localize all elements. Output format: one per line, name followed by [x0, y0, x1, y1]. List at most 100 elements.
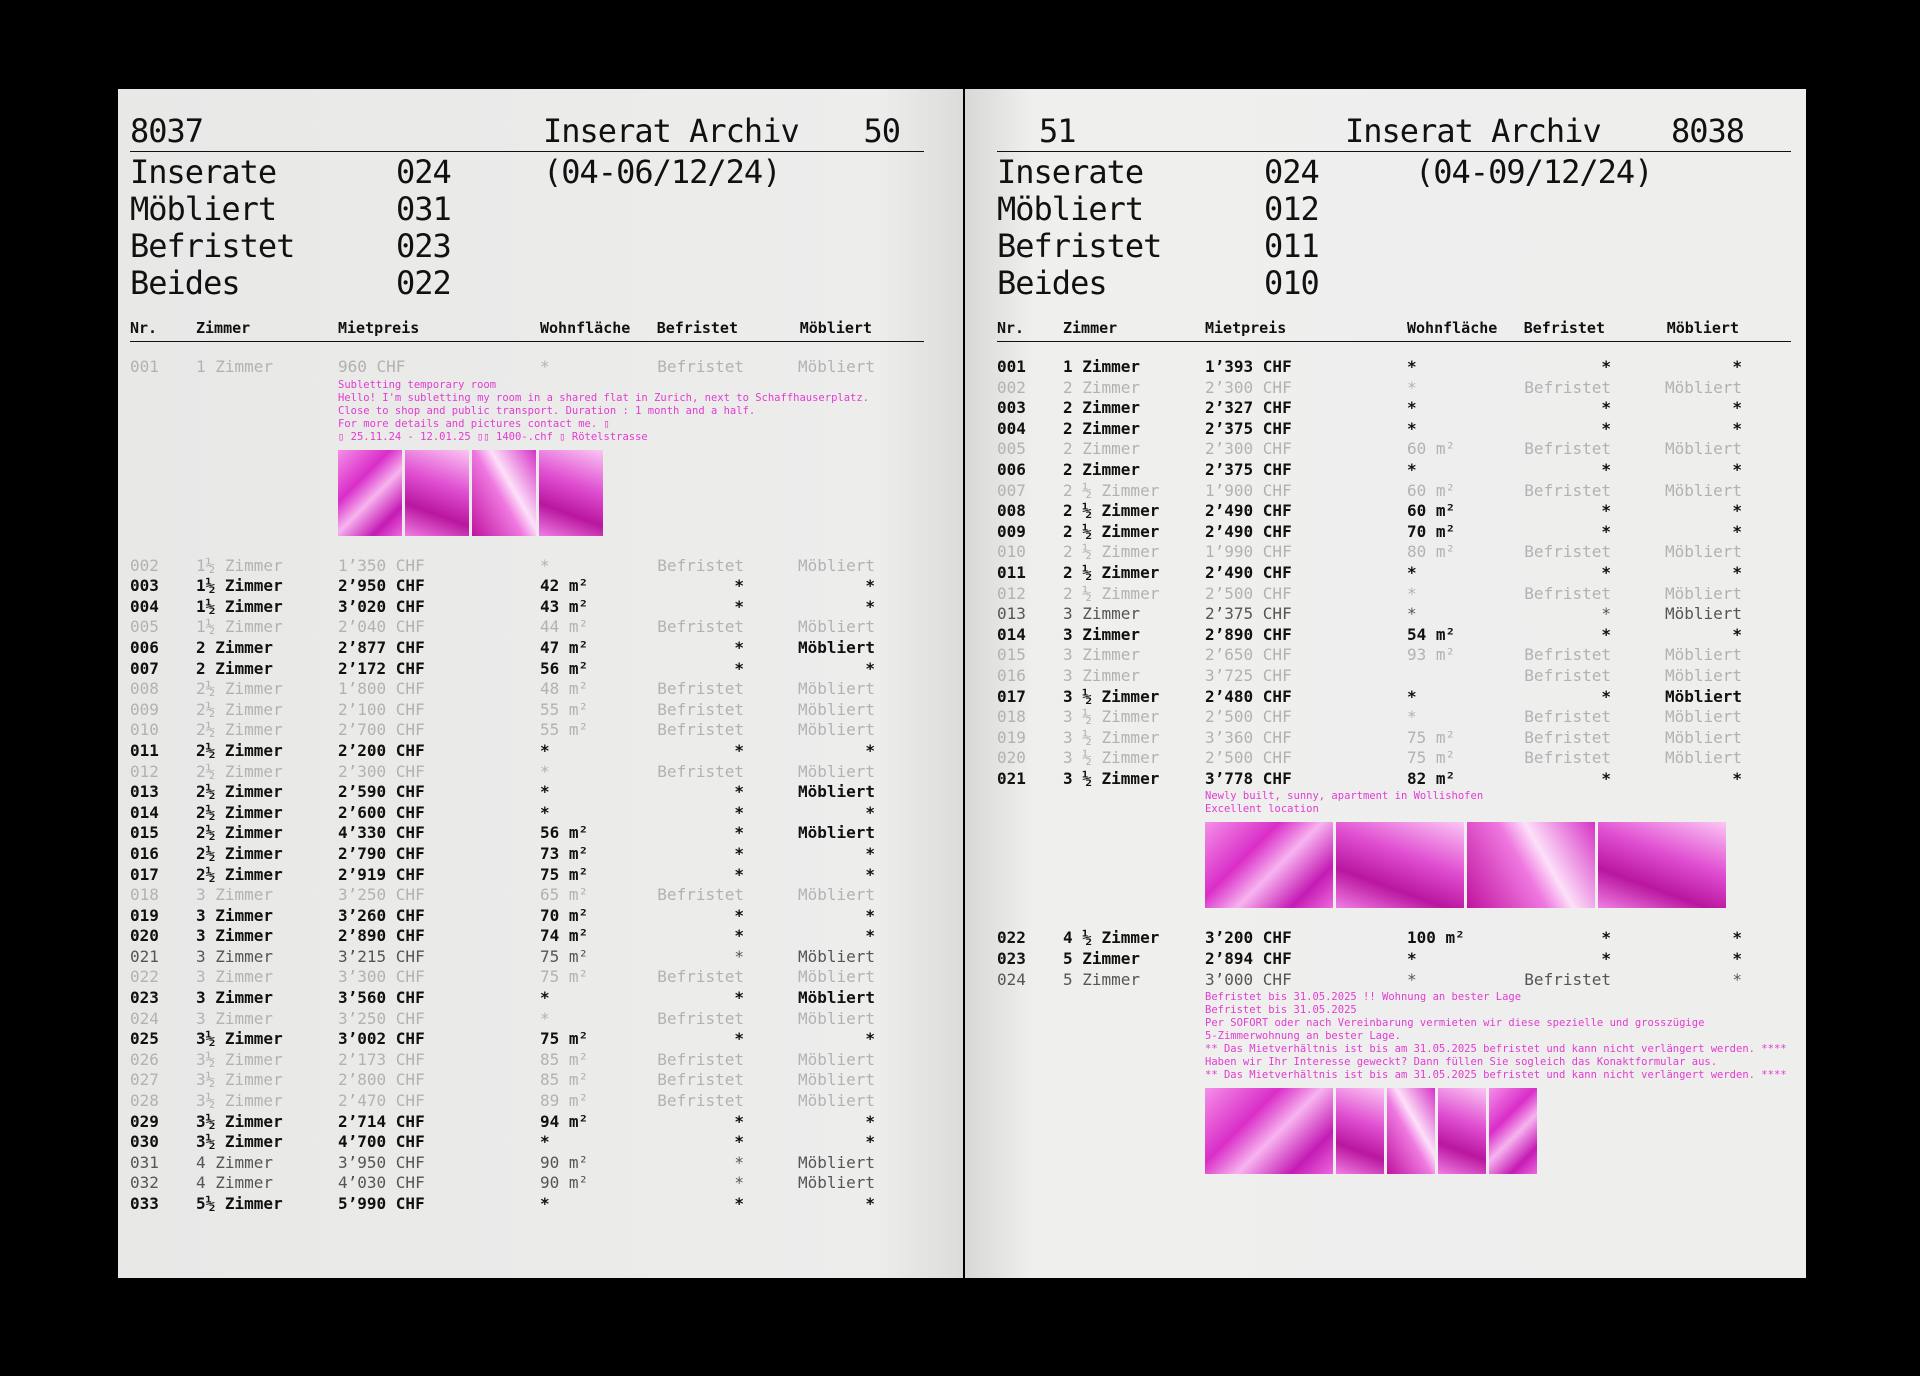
cell-area: *	[1407, 459, 1417, 479]
cell-nr: 011	[130, 740, 159, 760]
column-header: Befristet	[656, 319, 738, 337]
cell-area: *	[540, 802, 550, 822]
cell-furnished: *	[865, 596, 875, 616]
listing-row: 019 3 ½ Zimmer 3’360 CHF 75 m² Befristet Möbl…	[997, 728, 1791, 749]
note-line: ▯ 25.11.24 - 12.01.25 ▯▯ 1400-.chf ▯ Röt…	[338, 430, 648, 443]
cell-nr: 005	[130, 617, 159, 637]
cell-fixed: *	[1601, 398, 1611, 418]
cell-furnished: *	[865, 843, 875, 863]
cell-nr: 002	[997, 377, 1026, 397]
cell-nr: 028	[130, 1091, 159, 1111]
summary-label: Inserate	[997, 153, 1144, 191]
cell-area: 60 m²	[1407, 480, 1456, 500]
cell-rent: 2’200 CHF	[338, 740, 425, 760]
cell-nr: 016	[130, 843, 159, 863]
cell-rooms: 3 Zimmer	[196, 885, 274, 905]
cell-furnished: Möbliert	[797, 946, 875, 966]
cell-nr: 012	[130, 761, 159, 781]
listing-row: 008 2½ Zimmer 1’800 CHF 48 m² Befristet Möbli…	[130, 679, 924, 700]
cell-furnished: *	[865, 658, 875, 678]
cell-area: 75 m²	[540, 946, 589, 966]
cell-rent: 5’990 CHF	[338, 1194, 425, 1213]
cell-furnished: Möbliert	[1664, 542, 1742, 562]
listing-row: 006 2 Zimmer 2’877 CHF 47 m² * Möbliert	[130, 638, 924, 659]
cell-furnished: *	[865, 802, 875, 822]
cell-rooms: 4 Zimmer	[196, 1152, 274, 1172]
summary-value: 010	[1264, 264, 1320, 302]
cell-rooms: 3 Zimmer	[196, 1008, 274, 1028]
cell-nr: 019	[130, 905, 159, 925]
cell-rooms: 2 Zimmer	[1063, 439, 1141, 459]
cell-fixed: Befristet	[657, 885, 744, 905]
cell-rooms: 2½ Zimmer	[196, 843, 283, 863]
column-header: Möbliert	[1666, 319, 1739, 337]
cell-furnished: Möbliert	[1664, 727, 1742, 747]
cell-rent: 960 CHF	[338, 357, 406, 376]
cell-rent: 2’300 CHF	[1205, 439, 1292, 459]
cell-furnished: *	[865, 864, 875, 884]
listing-row: 018 3 ½ Zimmer 2’500 CHF * Befristet Möbliert	[997, 707, 1791, 728]
listing-row: 011 2 ½ Zimmer 2’490 CHF * * *	[997, 563, 1791, 584]
summary-value: 024	[396, 153, 452, 191]
cell-furnished: *	[1732, 521, 1742, 541]
cell-fixed: *	[1601, 686, 1611, 706]
cell-rooms: 1 Zimmer	[1063, 357, 1141, 376]
cell-furnished: *	[1732, 969, 1742, 989]
cell-fixed: *	[734, 905, 744, 925]
cell-rent: 3’360 CHF	[1205, 727, 1292, 747]
cell-rent: 2’650 CHF	[1205, 645, 1292, 665]
cell-fixed: Befristet	[1524, 727, 1611, 747]
cell-fixed: *	[734, 1152, 744, 1172]
listing-row: 001 1 Zimmer 960 CHF * Befristet Möbliert	[130, 357, 924, 378]
cell-area: *	[1407, 969, 1417, 989]
cell-rooms: 3 Zimmer	[196, 967, 274, 987]
summary-label: Beides	[997, 264, 1108, 302]
cell-area: 100 m²	[1407, 928, 1465, 948]
cell-area: 94 m²	[540, 1111, 589, 1131]
cell-rent: 3’200 CHF	[1205, 928, 1292, 948]
cell-rent: 1’350 CHF	[338, 555, 425, 575]
cell-furnished: *	[1732, 357, 1742, 376]
listing-row: 006 2 Zimmer 2’375 CHF * * *	[997, 460, 1791, 481]
cell-area: 75 m²	[540, 864, 589, 884]
cell-furnished: Möbliert	[797, 1049, 875, 1069]
cell-rent: 2’500 CHF	[1205, 583, 1292, 603]
listing-row: 012 2 ½ Zimmer 2’500 CHF * Befristet Möbliert	[997, 584, 1791, 605]
cell-rent: 3’260 CHF	[338, 905, 425, 925]
summary-label: Beides	[130, 264, 241, 302]
cell-furnished: *	[1732, 418, 1742, 438]
note-line: Hello! I'm subletting my room in a share…	[338, 391, 870, 404]
cell-rooms: 3½ Zimmer	[196, 1070, 283, 1090]
cell-rent: 3’215 CHF	[338, 946, 425, 966]
column-header: Nr.	[997, 319, 1025, 337]
cell-furnished: Möbliert	[1664, 377, 1742, 397]
cell-rent: 2’877 CHF	[338, 637, 425, 657]
cell-area: *	[1407, 604, 1417, 624]
cell-fixed: *	[734, 1029, 744, 1049]
cell-rooms: 1½ Zimmer	[196, 596, 283, 616]
cell-fixed: *	[1601, 928, 1611, 948]
cell-rent: 2’100 CHF	[338, 699, 425, 719]
listing-row: 027 3½ Zimmer 2’800 CHF 85 m² Befristet Möbli…	[130, 1070, 924, 1091]
cell-fixed: *	[734, 1173, 744, 1193]
cell-nr: 006	[130, 637, 159, 657]
cell-nr: 018	[130, 885, 159, 905]
cell-fixed: *	[1601, 562, 1611, 582]
cell-rent: 2’040 CHF	[338, 617, 425, 637]
cell-fixed: Befristet	[1524, 645, 1611, 665]
cell-area: *	[1407, 707, 1417, 727]
listing-row: 016 3 Zimmer 3’725 CHF Befristet Möbliert	[997, 666, 1791, 687]
cell-furnished: *	[865, 905, 875, 925]
cell-area: 54 m²	[1407, 624, 1456, 644]
cell-area: *	[1407, 562, 1417, 582]
listings: 001 1 Zimmer 1’393 CHF * * * 002 2 Zimmer 2’300 …	[997, 357, 1791, 1194]
summary-row: Möbliert 012	[997, 191, 1397, 228]
listing-row: 010 2½ Zimmer 2’700 CHF 55 m² Befristet Möbli…	[130, 720, 924, 741]
cell-nr: 003	[130, 576, 159, 596]
cell-area: *	[540, 357, 550, 376]
cell-area: 43 m²	[540, 596, 589, 616]
cell-rent: 2’500 CHF	[1205, 748, 1292, 768]
listing-row: 021 3 Zimmer 3’215 CHF 75 m² * Möbliert	[130, 947, 924, 968]
cell-fixed: Befristet	[657, 1008, 744, 1028]
listing-row: 007 2 Zimmer 2’172 CHF 56 m² * *	[130, 659, 924, 680]
